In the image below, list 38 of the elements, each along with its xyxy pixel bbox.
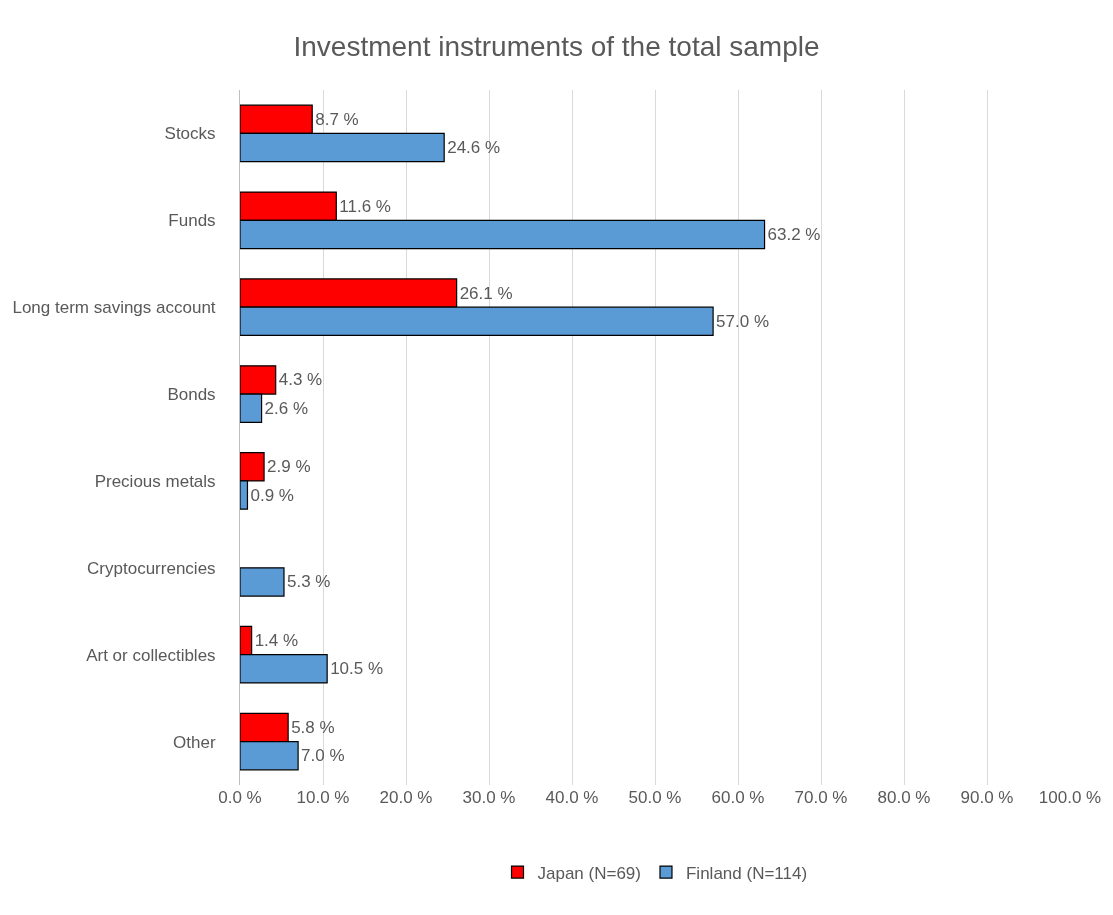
x-tick-label: 20.0 %: [379, 788, 433, 807]
data-label: 11.6 %: [339, 196, 391, 216]
x-tick-label: 50.0 %: [628, 788, 682, 807]
data-label: 1.4 %: [254, 631, 299, 651]
x-tick-label: 40.0 %: [545, 788, 599, 807]
x-tick-label: 90.0 %: [960, 788, 1014, 807]
x-tick-label: 30.0 %: [462, 788, 516, 807]
y-tick-label: Art or collectibles: [86, 645, 216, 665]
data-label: 24.6 %: [447, 138, 501, 158]
data-label: 63.2 %: [767, 224, 821, 244]
y-tick-label: Long term savings account: [12, 298, 216, 318]
y-tick-label: Funds: [168, 211, 216, 231]
data-label: 26.1 %: [459, 283, 513, 303]
data-label: 10.5 %: [330, 659, 384, 679]
x-tick-label: 60.0 %: [711, 788, 765, 807]
chart-title: Investment instruments of the total sample: [293, 31, 820, 63]
bar: [240, 567, 285, 597]
data-label: 8.7 %: [315, 109, 359, 129]
y-tick-label: Bonds: [167, 385, 216, 405]
y-tick-label: Precious metals: [94, 471, 216, 491]
y-tick-label: Other: [173, 732, 216, 752]
x-tick-label: 80.0 %: [877, 788, 931, 807]
data-label: 4.3 %: [278, 370, 323, 390]
x-tick-label: 10.0 %: [296, 788, 350, 807]
x-tick-label: 70.0 %: [794, 788, 848, 807]
x-tick-label: 100.0 %: [1038, 788, 1102, 807]
data-label: 2.9 %: [267, 457, 311, 477]
y-tick-label: Cryptocurrencies: [87, 558, 216, 578]
data-label: 2.6 %: [264, 398, 309, 418]
data-label: 7.0 %: [301, 746, 345, 766]
data-label: 57.0 %: [716, 311, 770, 331]
x-tick-label: 0.0 %: [218, 788, 262, 807]
data-label: 5.3 %: [286, 572, 331, 592]
data-label: 5.8 %: [291, 717, 335, 737]
y-tick-label: Stocks: [164, 124, 216, 144]
data-label: 0.9 %: [250, 485, 294, 505]
legend-label: Japan (N=69): [537, 863, 641, 883]
legend-label: Finland (N=114): [685, 863, 808, 883]
